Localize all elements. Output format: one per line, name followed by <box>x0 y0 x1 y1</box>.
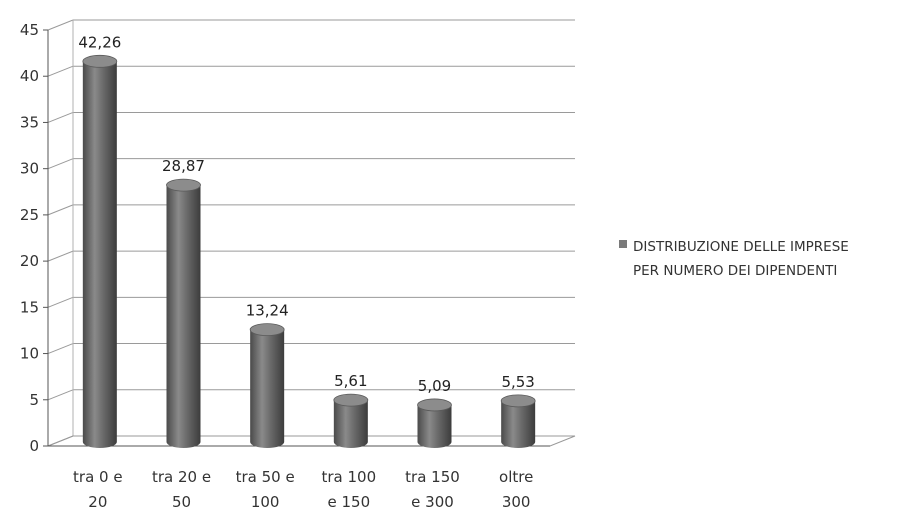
x-category-line: 50 <box>172 493 191 511</box>
y-tick-label: 10 <box>20 345 39 363</box>
x-category-line: tra 150 <box>405 468 460 486</box>
y-tick-label: 25 <box>20 206 39 224</box>
bars <box>82 54 536 449</box>
data-label: 13,24 <box>246 302 289 320</box>
x-category-line: tra 50 e <box>236 468 295 486</box>
bar-top <box>249 323 285 337</box>
y-tick-label: 45 <box>20 21 39 39</box>
gridline-side <box>47 204 74 216</box>
data-label: 5,53 <box>501 373 534 391</box>
bar <box>249 323 285 448</box>
x-category-label: tra 20 e 50 <box>152 468 211 511</box>
x-category-line: 300 <box>502 493 531 511</box>
x-category-line: tra 0 e <box>73 468 123 486</box>
legend-label-line1: DISTRIBUZIONE DELLE IMPRESE <box>633 239 849 255</box>
y-tick-label: 5 <box>29 391 39 409</box>
data-labels: 42,26 28,87 13,24 5,61 5,09 5,53 <box>78 33 535 395</box>
bar-body <box>417 404 452 449</box>
x-category-label: tra 50 e 100 <box>236 468 295 511</box>
bar-top <box>333 393 369 407</box>
gridline-side <box>47 111 74 123</box>
y-tick-label: 35 <box>20 113 39 131</box>
bar-body <box>82 61 117 449</box>
gridline-side <box>47 250 74 262</box>
floor <box>47 435 576 447</box>
gridline-side <box>47 389 74 401</box>
x-category-label: tra 100 e 150 <box>322 468 377 511</box>
x-category-label: tra 150 e 300 <box>405 468 460 511</box>
axes <box>47 20 576 447</box>
x-category-line: oltre <box>499 468 533 486</box>
x-category-line: tra 20 e <box>152 468 211 486</box>
x-category-label: oltre 300 <box>499 468 533 511</box>
x-axis-categories: tra 0 e 20 tra 20 e 50 tra 50 e 100 tra 100 e 1… <box>73 468 533 511</box>
y-tick-label: 0 <box>29 437 39 455</box>
gridline-side <box>47 343 74 355</box>
x-category-line: 100 <box>251 493 280 511</box>
bar-body <box>501 400 536 449</box>
bar-body <box>166 185 201 449</box>
x-category-label: tra 0 e 20 <box>73 468 123 511</box>
x-category-line: e 150 <box>328 493 371 511</box>
x-category-line: e 300 <box>411 493 454 511</box>
y-axis-ticks: 0 5 10 15 20 25 30 35 40 45 <box>20 21 48 455</box>
y-tick-label: 40 <box>20 67 39 85</box>
legend: DISTRIBUZIONE DELLE IMPRESE PER NUMERO D… <box>619 239 849 279</box>
bar-top <box>82 54 118 68</box>
bar <box>166 178 201 449</box>
bar <box>333 393 369 449</box>
x-category-line: 20 <box>88 493 107 511</box>
bar <box>82 54 118 449</box>
data-label: 5,61 <box>334 372 367 390</box>
gridline-side <box>47 158 74 170</box>
data-label: 5,09 <box>418 377 451 395</box>
bar-body <box>333 400 368 449</box>
bar-body <box>250 329 285 448</box>
legend-label-line2: PER NUMERO DEI DIPENDENTI <box>633 263 837 279</box>
data-label: 42,26 <box>78 33 121 51</box>
gridline-side <box>47 19 74 31</box>
y-tick-label: 20 <box>20 252 39 270</box>
y-tick-label: 15 <box>20 298 39 316</box>
bar-top <box>166 178 201 192</box>
y-tick-label: 30 <box>20 160 39 178</box>
x-category-line: tra 100 <box>322 468 377 486</box>
bar <box>417 398 452 449</box>
bar <box>500 394 536 449</box>
legend-swatch <box>619 240 627 248</box>
bar-top <box>417 398 452 412</box>
gridline-side <box>47 65 74 77</box>
data-label: 28,87 <box>162 157 205 175</box>
gridlines <box>47 19 575 447</box>
gridline-side <box>47 296 74 308</box>
bar-top <box>500 394 536 408</box>
